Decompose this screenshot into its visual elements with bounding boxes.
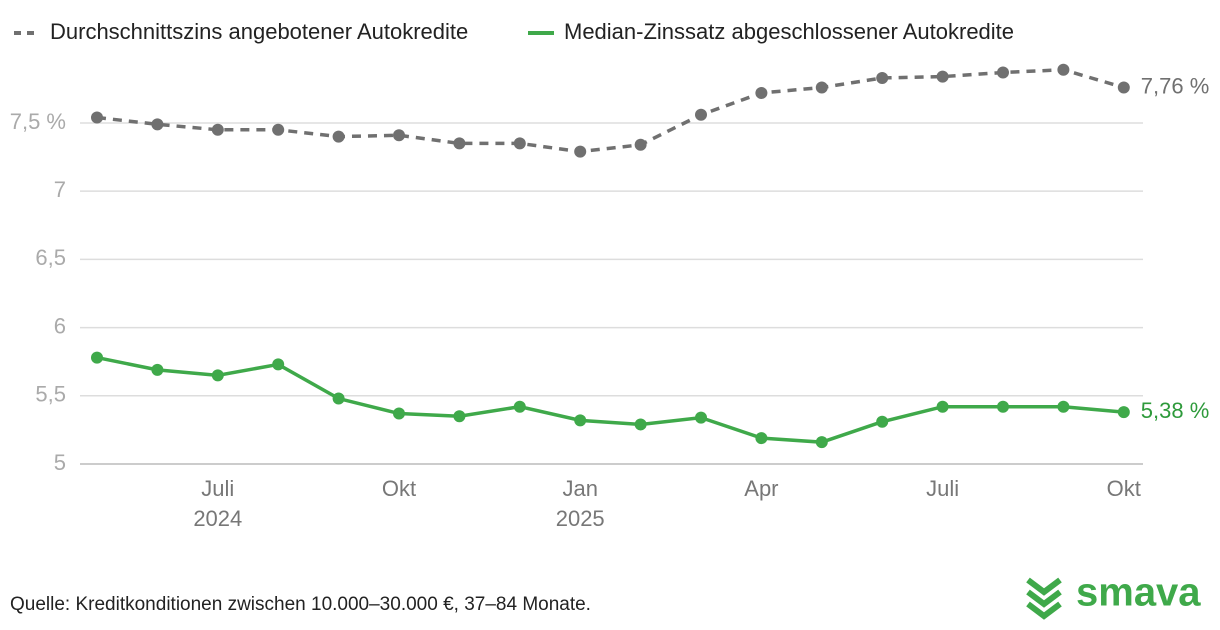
- data-point: [393, 129, 405, 142]
- data-point: [997, 66, 1009, 79]
- series-line: [96, 355, 1124, 444]
- data-point: [755, 86, 768, 99]
- data-point: [513, 137, 526, 150]
- data-point: [936, 400, 949, 413]
- y-tick-label: 7: [54, 177, 66, 202]
- data-point: [574, 414, 587, 427]
- data-point: [876, 71, 889, 84]
- data-point: [211, 369, 224, 382]
- x-tick-year: 2024: [193, 506, 242, 531]
- value-label: 5,38 %: [1141, 398, 1210, 423]
- data-point: [453, 137, 466, 150]
- data-point: [151, 118, 164, 131]
- logo-icon: [1026, 577, 1062, 620]
- y-tick-label: 5: [54, 450, 66, 475]
- legend-label: Durchschnittszins angebotener Autokredit…: [50, 19, 468, 44]
- data-point: [755, 432, 768, 445]
- series-line: [96, 68, 1125, 154]
- data-point: [634, 138, 647, 151]
- y-tick-label: 7,5 %: [10, 109, 66, 134]
- data-point: [574, 145, 587, 158]
- x-tick-label: Okt: [382, 476, 416, 501]
- data-point: [876, 415, 889, 428]
- data-point: [1057, 63, 1070, 76]
- data-point: [1117, 81, 1130, 94]
- data-point: [1117, 406, 1130, 419]
- data-point: [151, 363, 164, 376]
- source-note: Quelle: Kreditkonditionen zwischen 10.00…: [10, 594, 591, 615]
- data-point: [997, 400, 1009, 413]
- data-point: [695, 411, 707, 424]
- x-tick-label: Apr: [744, 476, 778, 501]
- data-point: [513, 400, 526, 413]
- data-point: [815, 436, 828, 449]
- data-point: [332, 392, 345, 405]
- y-tick-label: 5,5: [35, 382, 66, 407]
- data-point: [453, 410, 466, 423]
- data-point: [91, 351, 103, 364]
- data-point: [815, 81, 828, 94]
- data-point: [272, 123, 285, 136]
- data-point: [91, 111, 103, 124]
- x-tick-label: Jan: [562, 476, 597, 501]
- value-label: 7,76 %: [1141, 73, 1210, 98]
- data-point: [272, 358, 285, 371]
- x-tick-label: Juli: [926, 476, 959, 501]
- data-point: [695, 108, 707, 121]
- data-point: [332, 130, 345, 143]
- x-tick-label: Juli: [201, 476, 234, 501]
- data-point: [634, 418, 647, 431]
- data-point: [211, 123, 224, 136]
- x-tick-year: 2025: [556, 506, 605, 531]
- y-tick-label: 6,5: [35, 245, 66, 270]
- data-point: [393, 407, 405, 420]
- legend-label: Median-Zinssatz abgeschlossener Autokred…: [564, 19, 1014, 44]
- y-tick-label: 6: [54, 313, 66, 338]
- logo-text: smava: [1076, 571, 1201, 615]
- data-point: [936, 70, 949, 83]
- x-tick-label: Okt: [1107, 476, 1141, 501]
- data-point: [1057, 400, 1070, 413]
